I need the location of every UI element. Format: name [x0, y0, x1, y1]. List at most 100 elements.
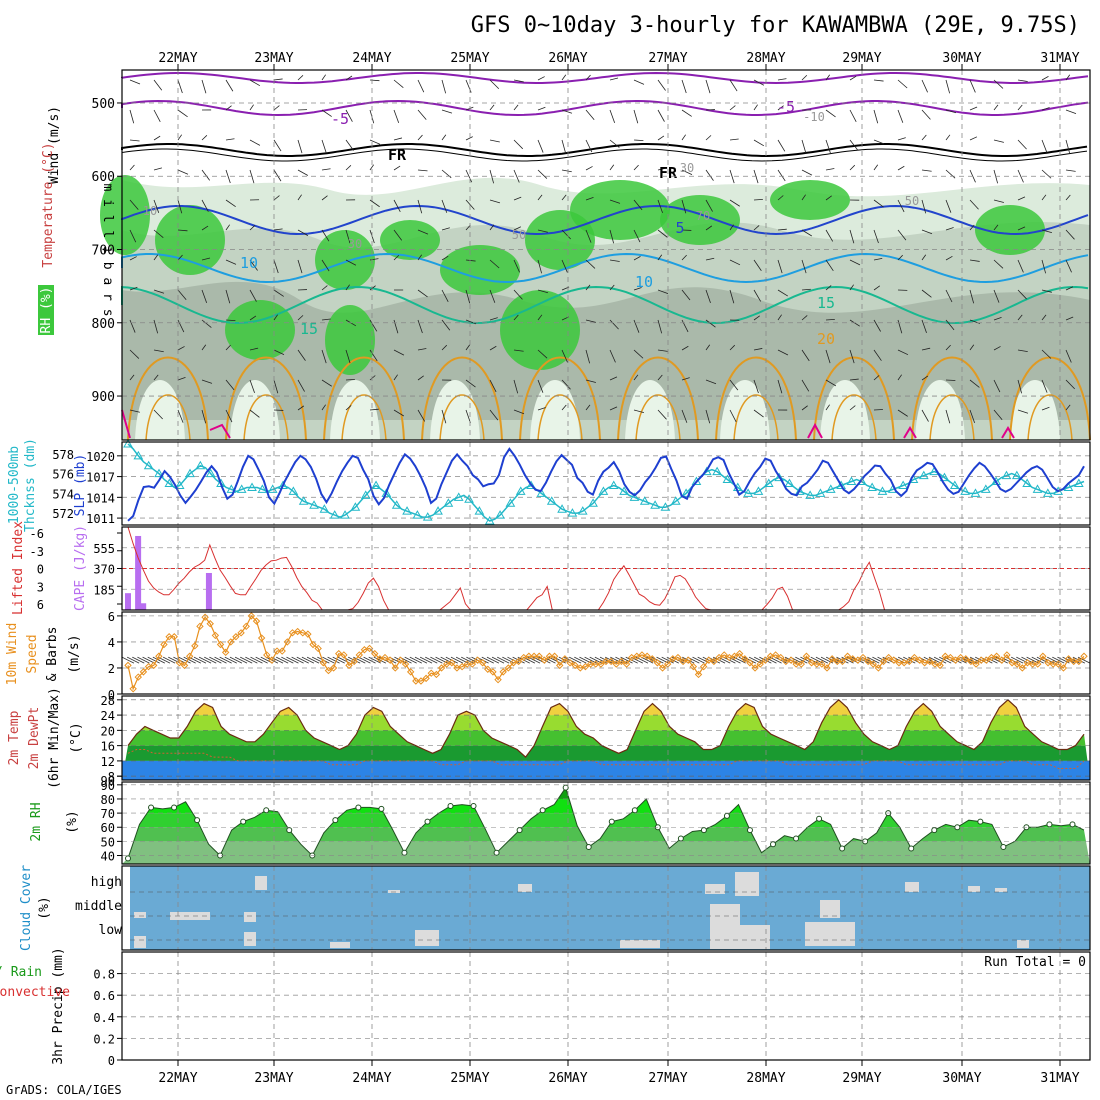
wind-barb — [945, 379, 956, 381]
wind-barb — [897, 409, 908, 417]
wind-barb — [753, 315, 760, 321]
wind-speed-point — [535, 652, 543, 660]
wind-speed-point — [278, 647, 286, 655]
thickness-point — [629, 492, 640, 501]
wind-barb — [609, 164, 615, 171]
surface-wind-barb — [147, 656, 160, 664]
thickness-point — [402, 506, 412, 515]
date-label-bottom: 26MAY — [548, 1071, 587, 1086]
wind-barb — [153, 319, 159, 334]
surface-wind-barb — [1052, 656, 1065, 664]
wind-speed-point — [653, 659, 662, 667]
thickness-point — [1011, 470, 1022, 480]
wind-speed-line — [127, 614, 1085, 691]
wind-speed-point — [556, 661, 564, 670]
wind-barb — [633, 229, 641, 243]
wind-speed-point — [324, 666, 333, 675]
wind-speed-point — [242, 622, 250, 631]
wind-barb — [897, 109, 904, 123]
wind-speed-point — [926, 657, 934, 666]
wind-barb — [657, 374, 663, 381]
wind-speed-point — [597, 660, 605, 668]
wind-barb — [177, 134, 183, 141]
rh-patch-green — [325, 305, 375, 375]
wind-speed-point — [818, 660, 826, 668]
thickness-point — [753, 486, 764, 495]
cloud-level-label: low — [99, 923, 123, 938]
rh-tick-label: 90 — [101, 779, 115, 793]
wind-barb — [729, 138, 739, 141]
wind-barb — [801, 169, 813, 176]
date-label-bottom: 23MAY — [254, 1071, 293, 1086]
wind-barb — [681, 409, 688, 423]
wind-speed-point — [741, 655, 749, 663]
wind-barb — [1017, 289, 1027, 300]
wind-barb — [513, 196, 522, 201]
wind-barb — [249, 225, 256, 231]
wind-barb — [513, 379, 519, 394]
panel-cloud: high middle low Cloud Cover (%) — [19, 865, 1090, 951]
wind-speed-point — [340, 651, 348, 659]
thickness-point — [422, 512, 433, 521]
isotherm-minus-5 — [121, 99, 1089, 117]
wind-barb — [849, 139, 859, 151]
rh-patch-green — [100, 175, 150, 255]
wind-speed-point — [756, 660, 764, 668]
wind-barb — [441, 79, 447, 94]
thickness-point — [474, 506, 485, 515]
wind-barb — [153, 167, 162, 171]
wind-barb — [273, 314, 278, 321]
thickness-line — [127, 443, 1085, 522]
thickness-point — [505, 498, 516, 507]
wind-barb — [825, 379, 837, 387]
wind-speed-point — [607, 657, 615, 666]
temp-band — [122, 699, 1090, 716]
cape-bar — [205, 572, 212, 610]
contour-label: 15 — [817, 294, 835, 312]
wind-barb — [417, 229, 429, 235]
isotherm-25 — [145, 394, 191, 441]
wind-barb — [273, 228, 283, 231]
thickness-point — [774, 472, 784, 482]
contour-label: 30 — [680, 161, 694, 175]
wind-barb — [609, 319, 619, 330]
wind-barb — [825, 109, 836, 118]
wind-speed-point — [386, 656, 394, 664]
surface-wind-barb — [162, 656, 176, 664]
date-label-top: 29MAY — [842, 51, 881, 66]
thickness-point — [464, 494, 474, 503]
wind-speed-point — [905, 657, 913, 666]
wind-speed-point — [581, 662, 590, 671]
wind-barb — [129, 139, 140, 142]
panel-upper-air: -5 -5 FR FR 5 10 10 15 15 20 -10 10 30 30 50 50 70 500 600… — [38, 70, 1091, 441]
wind-speed-point — [854, 656, 862, 664]
wind-barb — [681, 199, 687, 214]
surface-wind-barb — [311, 656, 325, 664]
surface-wind-barb — [301, 656, 315, 664]
ylabel-wind: Wind (m/s) — [47, 106, 62, 184]
wind-speed-point — [458, 662, 466, 671]
wind-barb — [873, 164, 879, 171]
axis-tick-label: 600 — [92, 170, 115, 185]
wind-speed-point — [417, 677, 425, 685]
wind-barb — [609, 199, 621, 204]
wind-barb — [1041, 349, 1052, 359]
wind-speed-point — [463, 660, 471, 668]
wind-barb — [177, 109, 188, 118]
wind-barb — [441, 199, 448, 213]
date-label-bottom: 29MAY — [842, 1071, 881, 1086]
cape-bar — [135, 535, 142, 610]
wind-speed-point — [586, 660, 595, 668]
wind-barb — [633, 287, 642, 291]
thickness-point — [846, 476, 857, 486]
rh-point — [378, 805, 385, 812]
wind-barb — [177, 199, 183, 214]
surface-wind-barb — [137, 656, 150, 664]
wind-barb — [945, 255, 953, 261]
contour-label: 10 — [635, 273, 653, 291]
isotherm-30 — [121, 409, 1015, 439]
wind-barb — [201, 319, 212, 328]
wind-barb — [369, 79, 380, 82]
thickness-point — [608, 480, 619, 489]
rh-band — [122, 841, 1090, 864]
